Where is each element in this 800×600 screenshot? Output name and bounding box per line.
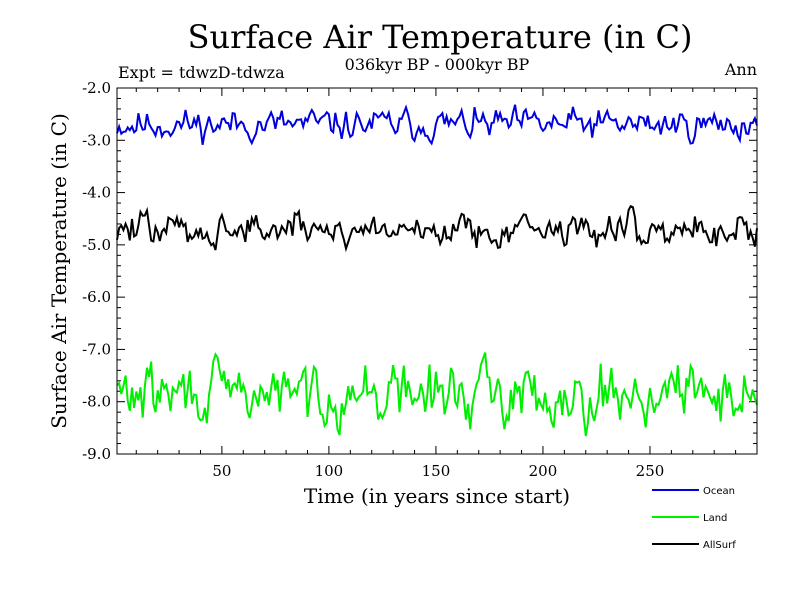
season-label: Ann [724,60,757,79]
y-tick-label: -6.0 [82,288,111,306]
y-tick-label: -8.0 [82,393,111,411]
y-axis-label: Surface Air Temperature (in C) [47,113,71,429]
experiment-label: Expt = tdwzD-tdwza [118,63,285,82]
x-tick-label: 50 [212,462,231,480]
series-lines [116,104,758,437]
y-tick-label: -5.0 [82,236,111,254]
y-tick-label: -3.0 [82,131,111,149]
y-tick-label: -2.0 [82,79,111,97]
legend-label-ocean: Ocean [703,486,735,497]
series-line-land [116,352,758,437]
y-tick-label: -9.0 [82,445,111,463]
y-tick-label: -7.0 [82,340,111,358]
series-line-allsurf [116,204,758,253]
x-tick-label: 150 [422,462,451,480]
y-tick-label: -4.0 [82,184,111,202]
chart-title: Surface Air Temperature (in C) [188,18,693,56]
chart-subtitle: 036kyr BP - 000kyr BP [345,55,530,74]
x-tick-label: 250 [636,462,665,480]
plot-frame [116,87,758,455]
legend-label-allsurf: AllSurf [703,540,736,551]
legend-label-land: Land [703,513,727,524]
legend: Ocean Land AllSurf [652,486,736,551]
x-axis-label: Time (in years since start) [304,484,570,508]
axis-ticks: 50 100 150 200 250 -2.0 -3.0 -4.0 -5.0 -6.0 -7.0 -8… [82,79,757,480]
x-tick-label: 100 [315,462,344,480]
series-line-ocean [116,104,758,146]
x-tick-label: 200 [529,462,558,480]
